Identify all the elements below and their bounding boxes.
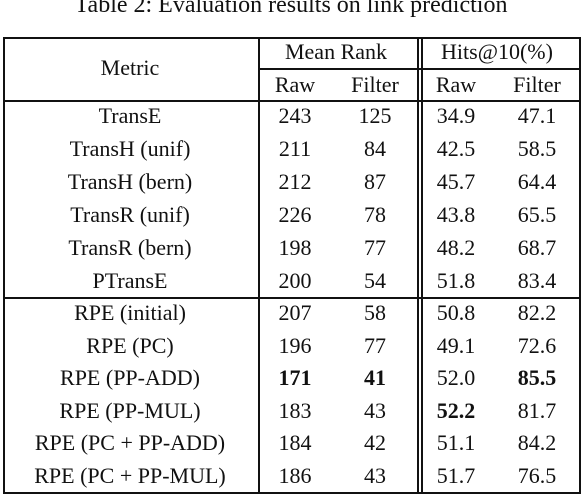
- table-cell: 196: [278, 332, 312, 358]
- table-cell: 243: [278, 103, 312, 129]
- table-cell: 200: [278, 267, 312, 293]
- header-cell: Filter: [513, 72, 561, 97]
- section-divider: [3, 297, 579, 299]
- table-cell: 211: [278, 136, 312, 162]
- border-bottom: [3, 492, 579, 494]
- row-label: TransR (bern): [68, 234, 192, 260]
- table-cell: 125: [358, 103, 392, 129]
- table-cell: 186: [278, 462, 312, 488]
- table-cell: 85.5: [517, 365, 557, 391]
- row-label: RPE (PC): [86, 332, 174, 358]
- border-top: [3, 37, 579, 39]
- table-cell: 64.4: [517, 169, 557, 195]
- column-divider: [421, 37, 423, 492]
- table-cell: 184: [278, 430, 312, 456]
- table-cell: 212: [278, 169, 312, 195]
- table-cell: 42.5: [436, 136, 476, 162]
- table-cell: 84: [364, 136, 386, 162]
- table-cell: 83.4: [517, 267, 557, 293]
- table-cell: 43: [364, 462, 386, 488]
- table-cell: 43.8: [436, 201, 476, 227]
- table-cell: 54: [364, 267, 386, 293]
- table-cell: 84.2: [517, 430, 557, 456]
- column-divider: [417, 37, 419, 492]
- table-cell: 207: [278, 300, 312, 326]
- header-divider: [258, 68, 579, 70]
- row-label: TransH (bern): [67, 169, 193, 195]
- table-cell: 72.6: [517, 332, 557, 358]
- table-cell: 183: [278, 397, 312, 423]
- table-cell: 226: [278, 201, 312, 227]
- border-right: [579, 37, 581, 494]
- table-cell: 171: [278, 365, 312, 391]
- table-cell: 58.5: [517, 136, 557, 162]
- table-cell: 81.7: [517, 397, 557, 423]
- header-divider: [3, 100, 579, 102]
- border-left: [3, 37, 5, 492]
- table-cell: 47.1: [517, 103, 557, 129]
- table-cell: 50.8: [436, 300, 476, 326]
- table-cell: 76.5: [517, 462, 557, 488]
- row-label: TransE: [98, 103, 162, 129]
- table-cell: 52.2: [436, 397, 476, 423]
- row-label: RPE (PC + PP-MUL): [34, 462, 226, 488]
- table-cell: 51.1: [436, 430, 476, 456]
- table-cell: 77: [364, 234, 386, 260]
- row-label: TransH (unif): [69, 136, 191, 162]
- table-cell: 51.7: [436, 462, 476, 488]
- table-cell: 41: [364, 365, 386, 391]
- table-cell: 45.7: [436, 169, 476, 195]
- header-cell: Hits@10(%): [441, 39, 553, 64]
- table-cell: 43: [364, 397, 386, 423]
- header-cell: Raw: [435, 72, 477, 97]
- table-cell: 42: [364, 430, 386, 456]
- table-cell: 65.5: [517, 201, 557, 227]
- table-cell: 78: [364, 201, 386, 227]
- header-cell: Raw: [274, 72, 316, 97]
- table-cell: 52.0: [436, 365, 476, 391]
- table-cell: 198: [278, 234, 312, 260]
- header-cell: Filter: [351, 72, 399, 97]
- row-label: RPE (initial): [74, 300, 186, 326]
- table-cell: 82.2: [517, 300, 557, 326]
- table-cell: 49.1: [436, 332, 476, 358]
- row-label: RPE (PP-MUL): [59, 397, 201, 423]
- row-label: RPE (PP-ADD): [60, 365, 200, 391]
- row-label: TransR (unif): [70, 201, 190, 227]
- table-cell: 58: [364, 300, 386, 326]
- table-cell: 77: [364, 332, 386, 358]
- row-label: RPE (PC + PP-ADD): [34, 430, 226, 456]
- header-cell: Mean Rank: [284, 39, 388, 64]
- table-cell: 48.2: [436, 234, 476, 260]
- column-divider: [258, 37, 260, 492]
- table-cell: 87: [364, 169, 386, 195]
- table-cell: 51.8: [436, 267, 476, 293]
- table-cell: 34.9: [436, 103, 476, 129]
- row-label: PTransE: [92, 267, 168, 293]
- table-cell: 68.7: [517, 234, 557, 260]
- header-cell: Metric: [100, 55, 160, 80]
- table-caption: Table 2: Evaluation results on link pred…: [74, 0, 508, 18]
